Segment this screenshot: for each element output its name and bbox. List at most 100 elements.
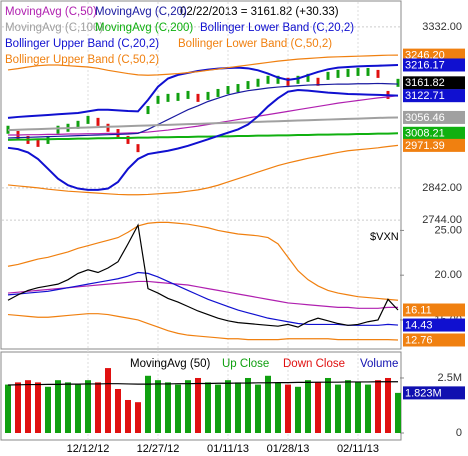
last-value-label: 3056.46 — [405, 112, 445, 124]
y-tick-label: 25.00 — [434, 224, 462, 236]
volume-bar — [295, 386, 301, 433]
last-value-label: 3008.21 — [405, 128, 445, 140]
price-bar — [96, 117, 100, 126]
volume-bar — [5, 384, 11, 433]
last-value-label: 1.823M — [405, 387, 442, 399]
volume-bar — [185, 380, 191, 433]
last-value-label: 12.76 — [405, 334, 433, 346]
price-bar — [296, 75, 300, 84]
series-line — [7, 63, 399, 119]
price-bar — [396, 78, 400, 87]
volume-bar — [195, 377, 201, 433]
volume-bar — [285, 384, 291, 433]
last-value-label: 3161.82 — [405, 77, 445, 89]
price-bar — [56, 125, 60, 134]
legend-label: Bollinger Upper Band (C,20,2) — [5, 38, 159, 50]
volume-bar — [245, 377, 251, 433]
volume-bar — [365, 384, 371, 433]
price-bar — [166, 93, 170, 102]
series-line — [7, 221, 399, 301]
volume-bar — [115, 388, 121, 433]
y-tick-label: 3332.00 — [422, 21, 462, 33]
volume-bar — [105, 368, 111, 433]
volume-bar — [225, 380, 231, 433]
y-tick-label: 2744.00 — [422, 214, 462, 226]
series-line — [7, 271, 399, 326]
last-value-box — [403, 48, 465, 62]
last-value-box — [403, 386, 465, 400]
series-line — [7, 88, 399, 191]
series-line — [7, 132, 399, 141]
volume-bar — [395, 392, 401, 433]
price-bar — [76, 120, 80, 129]
price-bar — [306, 73, 310, 82]
volume-bar — [35, 382, 41, 433]
price-bar — [226, 86, 230, 94]
volume-bar — [315, 382, 321, 433]
x-tick-label: 12/27/12 — [137, 443, 180, 455]
volume-bar — [355, 382, 361, 433]
price-bar — [376, 69, 380, 78]
volume-bar — [95, 382, 101, 433]
legend-label: MovingAvg (50) — [130, 358, 210, 370]
last-value-box — [403, 58, 465, 72]
last-value-label: 16.11 — [405, 304, 432, 316]
volume-bar — [325, 377, 331, 433]
price-bar — [196, 93, 200, 102]
volume-bar — [305, 380, 311, 433]
series-line — [7, 144, 399, 196]
price-bar — [356, 67, 360, 76]
price-bar — [256, 78, 260, 87]
price-bar — [326, 71, 330, 80]
y-tick-label: 20.00 — [434, 269, 462, 281]
volume-bar — [135, 402, 141, 433]
last-value-label: 14.43 — [405, 319, 433, 331]
price-bar — [286, 77, 290, 86]
volume-bar — [265, 375, 271, 433]
price-bar — [206, 91, 210, 100]
series-line — [7, 82, 399, 139]
price-bar — [86, 115, 90, 124]
price-bar — [146, 106, 150, 115]
y-tick-label: 2.5M — [438, 372, 462, 384]
volume-bar — [255, 384, 261, 433]
volume-bar — [15, 382, 21, 433]
x-tick-label: 01/11/13 — [207, 443, 249, 455]
legend-label: Volume — [360, 358, 398, 370]
price-bar — [216, 88, 220, 97]
last-value-box — [403, 126, 465, 140]
series-line — [7, 116, 399, 132]
volume-bar — [55, 380, 61, 433]
vxn-title: $VXN — [370, 231, 399, 243]
legend-label: MovingAvg (C,50) — [5, 6, 97, 18]
volume-bar — [205, 382, 211, 433]
price-panel — [0, 0, 402, 350]
price-bar — [176, 92, 180, 101]
series-line — [7, 313, 399, 341]
price-bar — [366, 67, 370, 76]
volume-bar — [345, 380, 351, 433]
last-value-box — [403, 303, 465, 317]
volume-ma-line — [7, 381, 398, 386]
price-bar — [246, 81, 250, 90]
x-tick-label: 12/12/12 — [67, 443, 110, 455]
legend-label: Up Close — [222, 358, 269, 370]
y-tick-label: 0 — [456, 427, 462, 439]
legend-label: Bollinger Upper Band (C,50,2) — [5, 54, 159, 66]
volume-bar — [275, 382, 281, 433]
volume-bar — [385, 377, 391, 433]
price-bar — [276, 75, 280, 84]
legend-label: MovingAvg (C,20) — [95, 6, 187, 18]
volume-bar — [235, 382, 241, 433]
legend-label: Down Close — [283, 358, 345, 370]
legend-label: MovingAvg (C,200) — [95, 22, 193, 34]
x-tick-label: 02/11/13 — [337, 443, 379, 455]
last-value-box — [403, 138, 465, 152]
volume-bar — [375, 380, 381, 433]
last-value-box — [403, 318, 465, 332]
x-tick-label: 01/28/13 — [267, 443, 310, 455]
price-bar — [36, 138, 40, 147]
annotation: 02/22/2013 = 3161.82 (+30.33) — [180, 6, 339, 18]
